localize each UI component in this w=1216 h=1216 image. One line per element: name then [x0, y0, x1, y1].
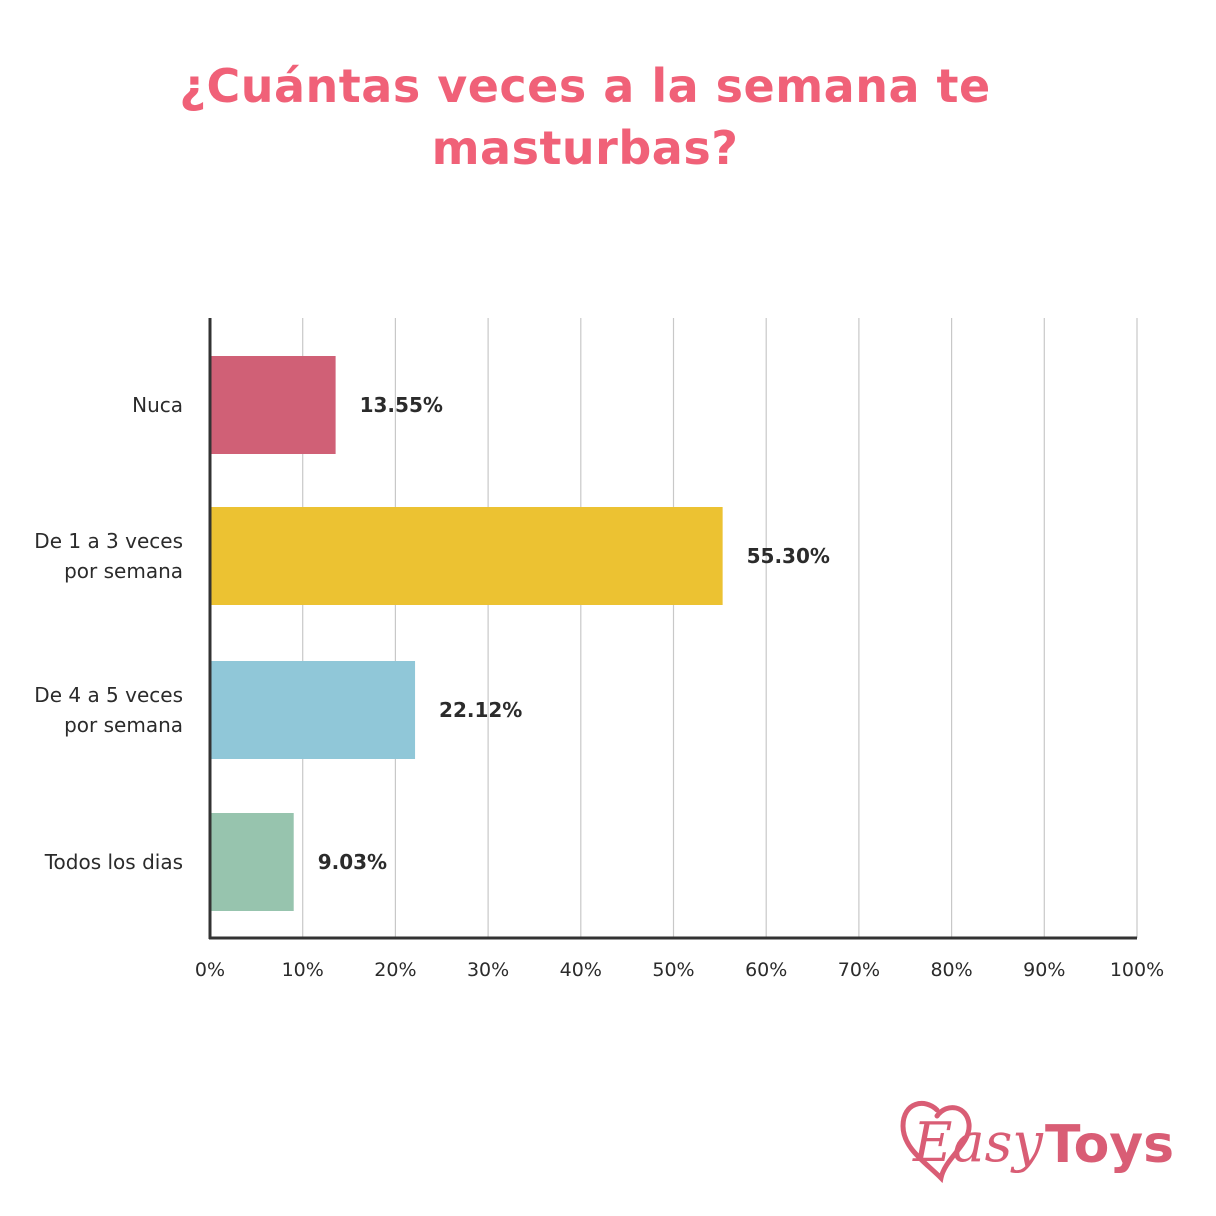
- value-label-0: 13.55%: [360, 393, 443, 417]
- value-label-1: 55.30%: [747, 544, 830, 568]
- chart-title-line2: masturbas?: [431, 121, 739, 175]
- heart-swirl-icon: [900, 1100, 972, 1184]
- bar-1: [210, 507, 723, 605]
- x-tick-label-20: 20%: [374, 959, 416, 981]
- x-tick-label-70: 70%: [838, 959, 880, 981]
- bars: [210, 356, 723, 911]
- x-tick-label-10: 10%: [282, 959, 324, 981]
- x-tick-label-90: 90%: [1023, 959, 1065, 981]
- x-tick-label-0: 0%: [195, 959, 225, 981]
- grid-lines: [302, 318, 1138, 938]
- x-tick-labels: 0% 10% 20% 30% 40% 50% 60% 70% 80% 90% 100%: [195, 959, 1164, 981]
- value-label-3: 9.03%: [318, 850, 387, 874]
- value-labels: 13.55% 55.30% 22.12% 9.03%: [318, 393, 830, 874]
- logo-text-toys: Toys: [1045, 1115, 1175, 1175]
- category-label-3: Todos los dias: [44, 850, 183, 874]
- x-tick-label-60: 60%: [745, 959, 787, 981]
- x-tick-label-50: 50%: [652, 959, 694, 981]
- x-tick-label-100: 100%: [1110, 959, 1164, 981]
- category-label-0: Nuca: [132, 393, 183, 417]
- x-tick-label-30: 30%: [467, 959, 509, 981]
- category-label-1: De 1 a 3 veces por semana: [34, 529, 183, 583]
- chart-title-line1: ¿Cuántas veces a la semana te: [179, 59, 991, 113]
- axes: [208, 318, 1137, 940]
- easytoys-logo: Easy Toys: [895, 1098, 1174, 1193]
- bar-2: [210, 661, 416, 759]
- x-tick-label-80: 80%: [930, 959, 972, 981]
- logo-text-easy: Easy: [913, 1111, 1043, 1174]
- category-label-2: De 4 a 5 veces por semana: [34, 683, 183, 737]
- value-label-2: 22.12%: [439, 698, 522, 722]
- bar-0: [210, 356, 336, 454]
- chart-title: ¿Cuántas veces a la semana te masturbas?: [120, 55, 1050, 179]
- bar-3: [210, 813, 294, 911]
- x-tick-label-40: 40%: [560, 959, 602, 981]
- category-labels: Nuca De 1 a 3 veces por semana De 4 a 5 vec…: [34, 393, 183, 874]
